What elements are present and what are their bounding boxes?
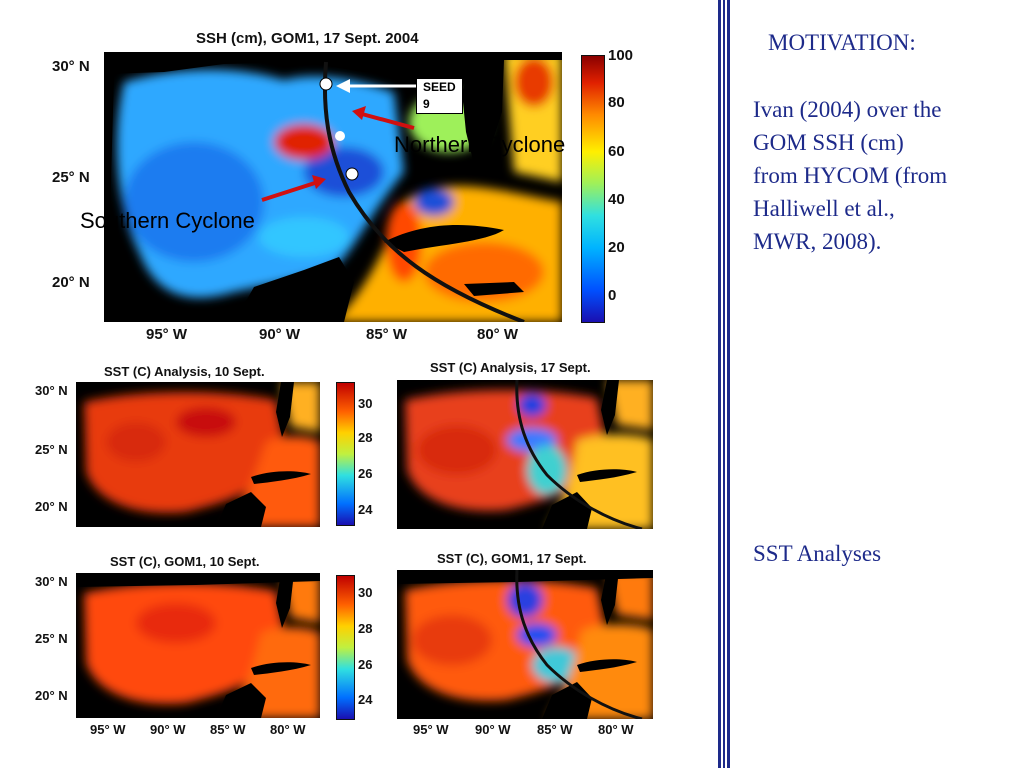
ssh-cb-40: 40: [608, 191, 625, 208]
body-line-4: Halliwell et al.,: [753, 196, 895, 221]
sg10-lat-20: 20° N: [35, 688, 68, 703]
vertical-divider: [718, 0, 730, 768]
sg17-lon-85: 85° W: [537, 722, 573, 737]
ssh-lat-20: 20° N: [52, 274, 90, 291]
ssh-map-graphic: [104, 52, 562, 322]
sa10-lat-30: 30° N: [35, 383, 68, 398]
sst-gom1-10-title: SST (C), GOM1, 10 Sept.: [110, 554, 260, 569]
sst-analyses-label: SST Analyses: [753, 541, 882, 566]
sst-analysis-10-graphic: [76, 382, 320, 527]
sa-cb-30: 30: [358, 396, 373, 411]
seed-label: SEED 9: [416, 78, 463, 114]
sst-gom1-10-map: [76, 573, 320, 718]
ssh-cb-80: 80: [608, 94, 625, 111]
ssh-lat-25: 25° N: [52, 169, 90, 186]
body-line-1: Ivan (2004) over the: [753, 97, 942, 122]
sg-cb-26: 26: [358, 657, 373, 672]
sst-analysis-17-title: SST (C) Analysis, 17 Sept.: [430, 360, 591, 375]
ssh-colorbar: [581, 55, 605, 323]
motivation-body: Ivan (2004) over the GOM SSH (cm) from H…: [753, 93, 947, 258]
sst-gom1-10-graphic: [76, 573, 320, 718]
body-line-5: MWR, 2008).: [753, 229, 882, 254]
ssh-lon-80: 80° W: [477, 326, 519, 343]
sg10-lon-90: 90° W: [150, 722, 186, 737]
ssh-lon-95: 95° W: [146, 326, 188, 343]
sa-cb-28: 28: [358, 430, 373, 445]
sst-analysis-17-map: [397, 380, 653, 529]
body-line-3: from HYCOM (from: [753, 163, 948, 188]
southern-cyclone-label: Southern Cyclone: [80, 208, 255, 233]
northern-cyclone-label: Northern Cyclone: [394, 132, 566, 157]
sa10-lat-20: 20° N: [35, 499, 68, 514]
ssh-lon-90: 90° W: [259, 326, 301, 343]
sst-analysis-17-graphic: [397, 380, 653, 529]
sg10-lat-30: 30° N: [35, 574, 68, 589]
ssh-cb-20: 20: [608, 239, 625, 256]
sg17-lon-90: 90° W: [475, 722, 511, 737]
sst-gom1-17-map: [397, 570, 653, 719]
ssh-cb-100: 100: [608, 47, 634, 64]
ssh-cb-0: 0: [608, 287, 617, 304]
sg-cb-28: 28: [358, 621, 373, 636]
ssh-title: SSH (cm), GOM1, 17 Sept. 2004: [196, 30, 419, 47]
sg17-lon-80: 80° W: [598, 722, 634, 737]
body-line-2: GOM SSH (cm): [753, 130, 904, 155]
ssh-map: [104, 52, 562, 322]
sg10-lat-25: 25° N: [35, 631, 68, 646]
sa10-lat-25: 25° N: [35, 442, 68, 457]
ssh-lat-30: 30° N: [52, 58, 90, 75]
ssh-lon-85: 85° W: [366, 326, 408, 343]
sst-gom1-17-title: SST (C), GOM1, 17 Sept.: [437, 551, 587, 566]
sg17-lon-95: 95° W: [413, 722, 449, 737]
sa-cb-26: 26: [358, 466, 373, 481]
sst-gom1-17-graphic: [397, 570, 653, 719]
sg-cb-24: 24: [358, 692, 373, 707]
sst-analysis-10-title: SST (C) Analysis, 10 Sept.: [104, 364, 265, 379]
ssh-cb-60: 60: [608, 143, 625, 160]
sst-gom1-colorbar: [336, 575, 355, 720]
sa-cb-24: 24: [358, 502, 373, 517]
sst-analysis-10-map: [76, 382, 320, 527]
sg10-lon-80: 80° W: [270, 722, 306, 737]
sg-cb-30: 30: [358, 585, 373, 600]
sg10-lon-95: 95° W: [90, 722, 126, 737]
sg10-lon-85: 85° W: [210, 722, 246, 737]
sst-analysis-colorbar: [336, 382, 355, 526]
motivation-heading: MOTIVATION:: [768, 30, 916, 55]
